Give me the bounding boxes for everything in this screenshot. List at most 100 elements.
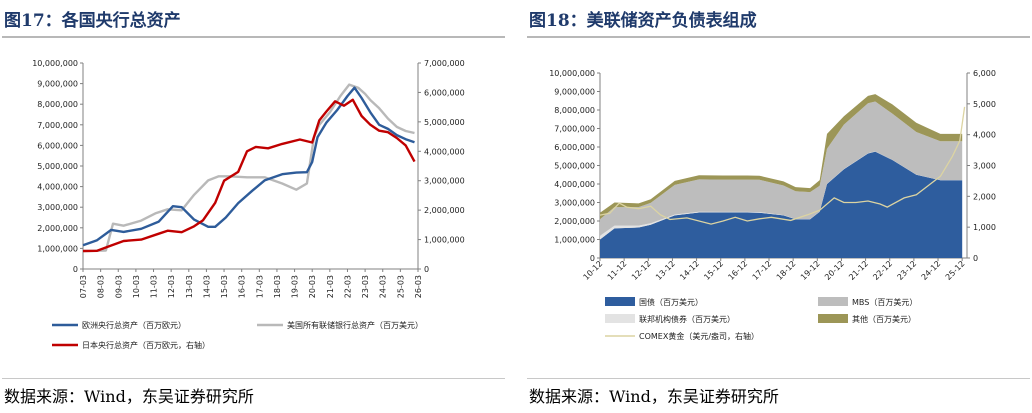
right-y-tick-label: 6,000,000 — [424, 88, 465, 97]
x-tick-label: 19-12 — [799, 259, 822, 282]
left-source-note: 数据来源：Wind，东吴证券研究所 — [4, 387, 254, 406]
legend-label: 日本央行总资产（百万欧元，右轴） — [82, 340, 210, 350]
ecb-assets-line — [82, 86, 415, 247]
x-tick-label: 15-03 — [220, 275, 229, 298]
x-tick-label: 13-12 — [654, 259, 677, 282]
x-tick-label: 22-03 — [343, 275, 352, 298]
mbs-area — [600, 101, 963, 236]
x-tick-label: 25-03 — [396, 275, 405, 298]
legend-label: 国债（百万美元） — [639, 297, 703, 307]
x-tick-label: 18-12 — [775, 259, 798, 282]
x-tick-label: 11-03 — [150, 275, 159, 298]
x-tick-label: 22-12 — [871, 259, 894, 282]
left-y-tick-label: 2,000,000 — [37, 224, 78, 233]
right-y-tick-label: 3,000 — [973, 162, 996, 171]
left-y-tick-label: 3,000,000 — [37, 203, 78, 212]
x-tick-label: 25-12 — [944, 259, 967, 282]
right-bottom-divider — [527, 378, 1030, 379]
right-title-divider — [527, 36, 1030, 38]
left-y-tick-label: 0 — [73, 265, 78, 274]
right-y-tick-label: 7,000,000 — [424, 59, 465, 68]
comex-gold-line — [599, 106, 966, 225]
right-chart: 0 1,000,000 2,000,000 3,000,000 4,000,000 5,0… — [549, 69, 996, 341]
right-y-tick-label: 5,000,000 — [424, 118, 465, 127]
x-tick-label: 19-03 — [291, 275, 300, 298]
other-area — [600, 94, 963, 220]
legend-swatch-treasury — [605, 297, 635, 306]
left-y-tick-label: 7,000,000 — [554, 125, 595, 134]
right-y-tick-label: 0 — [424, 265, 429, 274]
left-y-tick-label: 1,000,000 — [37, 244, 78, 253]
x-tick-label: 17-03 — [255, 275, 264, 298]
left-chart: 0 1,000,000 2,000,000 3,000,000 4,000,000 5,0… — [32, 59, 465, 350]
right-y-tick-label: 5,000 — [973, 100, 996, 109]
x-tick-label: 15-12 — [702, 259, 725, 282]
left-y-tick-label: 6,000,000 — [554, 143, 595, 152]
x-tick-label: 10-03 — [132, 275, 141, 298]
left-y-tick-label: 2,000,000 — [554, 217, 595, 226]
left-y-tick-label: 6,000,000 — [37, 141, 78, 150]
x-tick-label: 18-03 — [273, 275, 282, 298]
left-y-tick-label: 10,000,000 — [32, 59, 78, 68]
left-y-tick-label: 9,000,000 — [554, 88, 595, 97]
right-panel: 图18：美联储资产负债表组成 0 1,000,000 2,000,000 3,000,… — [525, 0, 1032, 413]
legend-swatch-mbs — [818, 297, 848, 306]
left-title-divider — [2, 36, 505, 38]
legend-label: 美国所有联储银行总资产（百万美元） — [287, 320, 423, 330]
left-y-tick-label: 3,000,000 — [554, 199, 595, 208]
left-y-tick-label: 4,000,000 — [37, 183, 78, 192]
x-tick-label: 20-03 — [308, 275, 317, 298]
left-y-tick-label: 9,000,000 — [37, 80, 78, 89]
right-y-tick-label: 1,000 — [973, 223, 996, 232]
legend-swatch-agency — [605, 314, 635, 323]
right-y-tick-label: 2,000 — [973, 192, 996, 201]
left-y-tick-label: 10,000,000 — [549, 69, 595, 78]
right-y-tick-label: 2,000,000 — [424, 206, 465, 215]
right-y-tick-label: 4,000,000 — [424, 147, 465, 156]
right-chart-title: 图18：美联储资产负债表组成 — [529, 11, 757, 31]
x-tick-label: 23-03 — [361, 275, 370, 298]
x-tick-label: 14-12 — [678, 259, 701, 282]
right-y-tick-label: 6,000 — [973, 69, 996, 78]
x-tick-label: 26-03 — [414, 275, 423, 298]
x-tick-label: 12-12 — [630, 259, 653, 282]
x-tick-label: 21-03 — [326, 275, 335, 298]
right-y-tick-label: 0 — [973, 254, 978, 263]
x-tick-label: 13-03 — [185, 275, 194, 298]
treasury-area — [600, 151, 963, 258]
left-y-tick-label: 5,000,000 — [37, 162, 78, 171]
x-tick-label: 24-12 — [920, 259, 943, 282]
x-tick-label: 21-12 — [847, 259, 870, 282]
x-tick-label: 12-03 — [167, 275, 176, 298]
legend-label: 欧洲央行总资产（百万欧元） — [82, 320, 186, 330]
left-y-tick-label: 0 — [590, 254, 595, 263]
legend-label: MBS（百万美元） — [852, 297, 917, 307]
x-tick-label: 07-03 — [79, 275, 88, 298]
left-bottom-divider — [2, 378, 505, 379]
left-y-tick-label: 4,000,000 — [554, 180, 595, 189]
left-panel: 图17：各国央行总资产 0 1,000,000 2,000,000 3,000,000… — [0, 0, 505, 413]
x-tick-label: 14-03 — [202, 275, 211, 298]
x-tick-label: 24-03 — [379, 275, 388, 298]
x-tick-label: 17-12 — [751, 259, 774, 282]
right-y-tick-label: 1,000,000 — [424, 236, 465, 245]
left-chart-title: 图17：各国央行总资产 — [4, 11, 181, 31]
left-y-tick-label: 8,000,000 — [37, 100, 78, 109]
left-y-tick-label: 8,000,000 — [554, 106, 595, 115]
x-tick-label: 23-12 — [895, 259, 918, 282]
x-tick-label: 20-12 — [823, 259, 846, 282]
right-y-tick-label: 4,000 — [973, 131, 996, 140]
left-y-tick-label: 5,000,000 — [554, 162, 595, 171]
left-y-tick-label: 7,000,000 — [37, 121, 78, 130]
x-tick-label: 09-03 — [114, 275, 123, 298]
legend-label: 其他（百万美元） — [852, 314, 916, 324]
x-tick-label: 16-03 — [238, 275, 247, 298]
fed-assets-line — [82, 83, 415, 253]
x-tick-label: 11-12 — [606, 259, 629, 282]
x-tick-label: 08-03 — [97, 275, 106, 298]
right-y-tick-label: 3,000,000 — [424, 177, 465, 186]
legend-swatch-other — [818, 314, 848, 323]
x-tick-label: 16-12 — [726, 259, 749, 282]
boj-assets-line — [82, 98, 416, 253]
legend-label: 联邦机构债券（百万美元） — [639, 314, 735, 324]
